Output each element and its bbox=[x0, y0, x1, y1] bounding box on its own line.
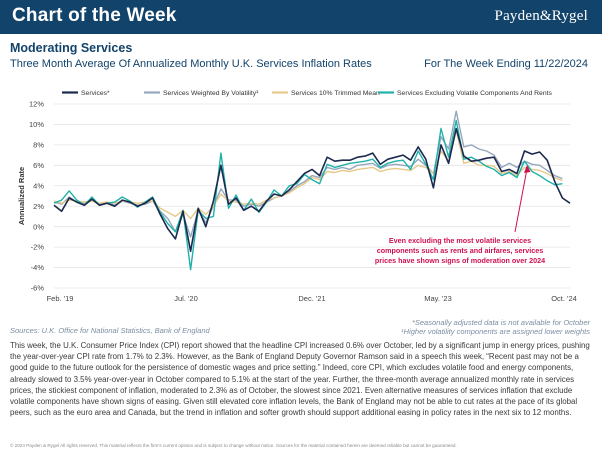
x-tick-label: Dec. '21 bbox=[298, 294, 325, 303]
x-tick-label: Jul. '20 bbox=[174, 294, 198, 303]
header-title: Chart of the Week bbox=[12, 5, 177, 26]
series-line-3 bbox=[53, 129, 563, 220]
y-tick-label: 12% bbox=[29, 100, 44, 109]
source-note: Sources: U.K. Office for National Statis… bbox=[10, 326, 210, 335]
y-tick-label: 10% bbox=[29, 120, 44, 129]
y-axis-label: Annualized Rate bbox=[17, 167, 26, 225]
chart-container: 12% 10% 8% 6% 4% 2% 0% -2% -4% -6% Feb. '19 Jul. '2… bbox=[0, 82, 602, 312]
y-tick-label: -6% bbox=[31, 284, 45, 293]
annotation-arrow-line bbox=[514, 168, 528, 233]
y-tick-label: 8% bbox=[33, 140, 44, 149]
x-tick-label: May. '23 bbox=[424, 294, 452, 303]
annotation-text: Even excluding the most volatile service… bbox=[389, 236, 531, 245]
inflation-line-chart: 12% 10% 8% 6% 4% 2% 0% -2% -4% -6%Feb. '19 Jul. '2… bbox=[17, 90, 577, 303]
seasonal-footnote: *Seasonally adjusted data is not availab… bbox=[411, 318, 590, 327]
y-tick-label: 2% bbox=[33, 202, 44, 211]
header-banner: Chart of the Week Payden&Rygel bbox=[0, 0, 602, 34]
legend-label: Services* bbox=[81, 90, 110, 97]
y-tick-label: 6% bbox=[33, 161, 44, 170]
annotation-text: components such as rents and airfares, s… bbox=[377, 246, 544, 255]
legal-disclaimer: © 2024 Payden & Rygel All rights reserve… bbox=[10, 443, 457, 448]
chart-subtitle: Three Month Average Of Annualized Monthl… bbox=[10, 58, 372, 70]
y-tick-label: 0% bbox=[33, 222, 44, 231]
legend-label: Services Excluding Volatile Components A… bbox=[397, 90, 553, 97]
x-tick-label: Oct. '24 bbox=[551, 294, 577, 303]
x-tick-label: Feb. '19 bbox=[47, 294, 74, 303]
y-tick-label: -2% bbox=[31, 243, 45, 252]
annotation-text: prices have shown signs of moderation ov… bbox=[375, 256, 545, 265]
chart-title: Moderating Services bbox=[10, 41, 133, 55]
brand-logo: Payden&Rygel bbox=[494, 8, 588, 24]
legend-label: Services Weighted By Volatility¹ bbox=[163, 90, 259, 97]
week-ending-label: For The Week Ending 11/22/2024 bbox=[424, 58, 588, 70]
y-tick-label: 4% bbox=[33, 181, 44, 190]
weighting-footnote: ¹Higher volatility components are assign… bbox=[401, 327, 590, 336]
annotation-arrowhead bbox=[524, 165, 531, 173]
legend-label: Services 10% Trimmed Mean bbox=[291, 90, 380, 97]
series-line-1 bbox=[53, 127, 571, 252]
commentary-paragraph: This week, the U.K. Consumer Price Index… bbox=[10, 341, 590, 418]
y-tick-label: -4% bbox=[31, 263, 45, 272]
series-line-2 bbox=[53, 110, 563, 238]
